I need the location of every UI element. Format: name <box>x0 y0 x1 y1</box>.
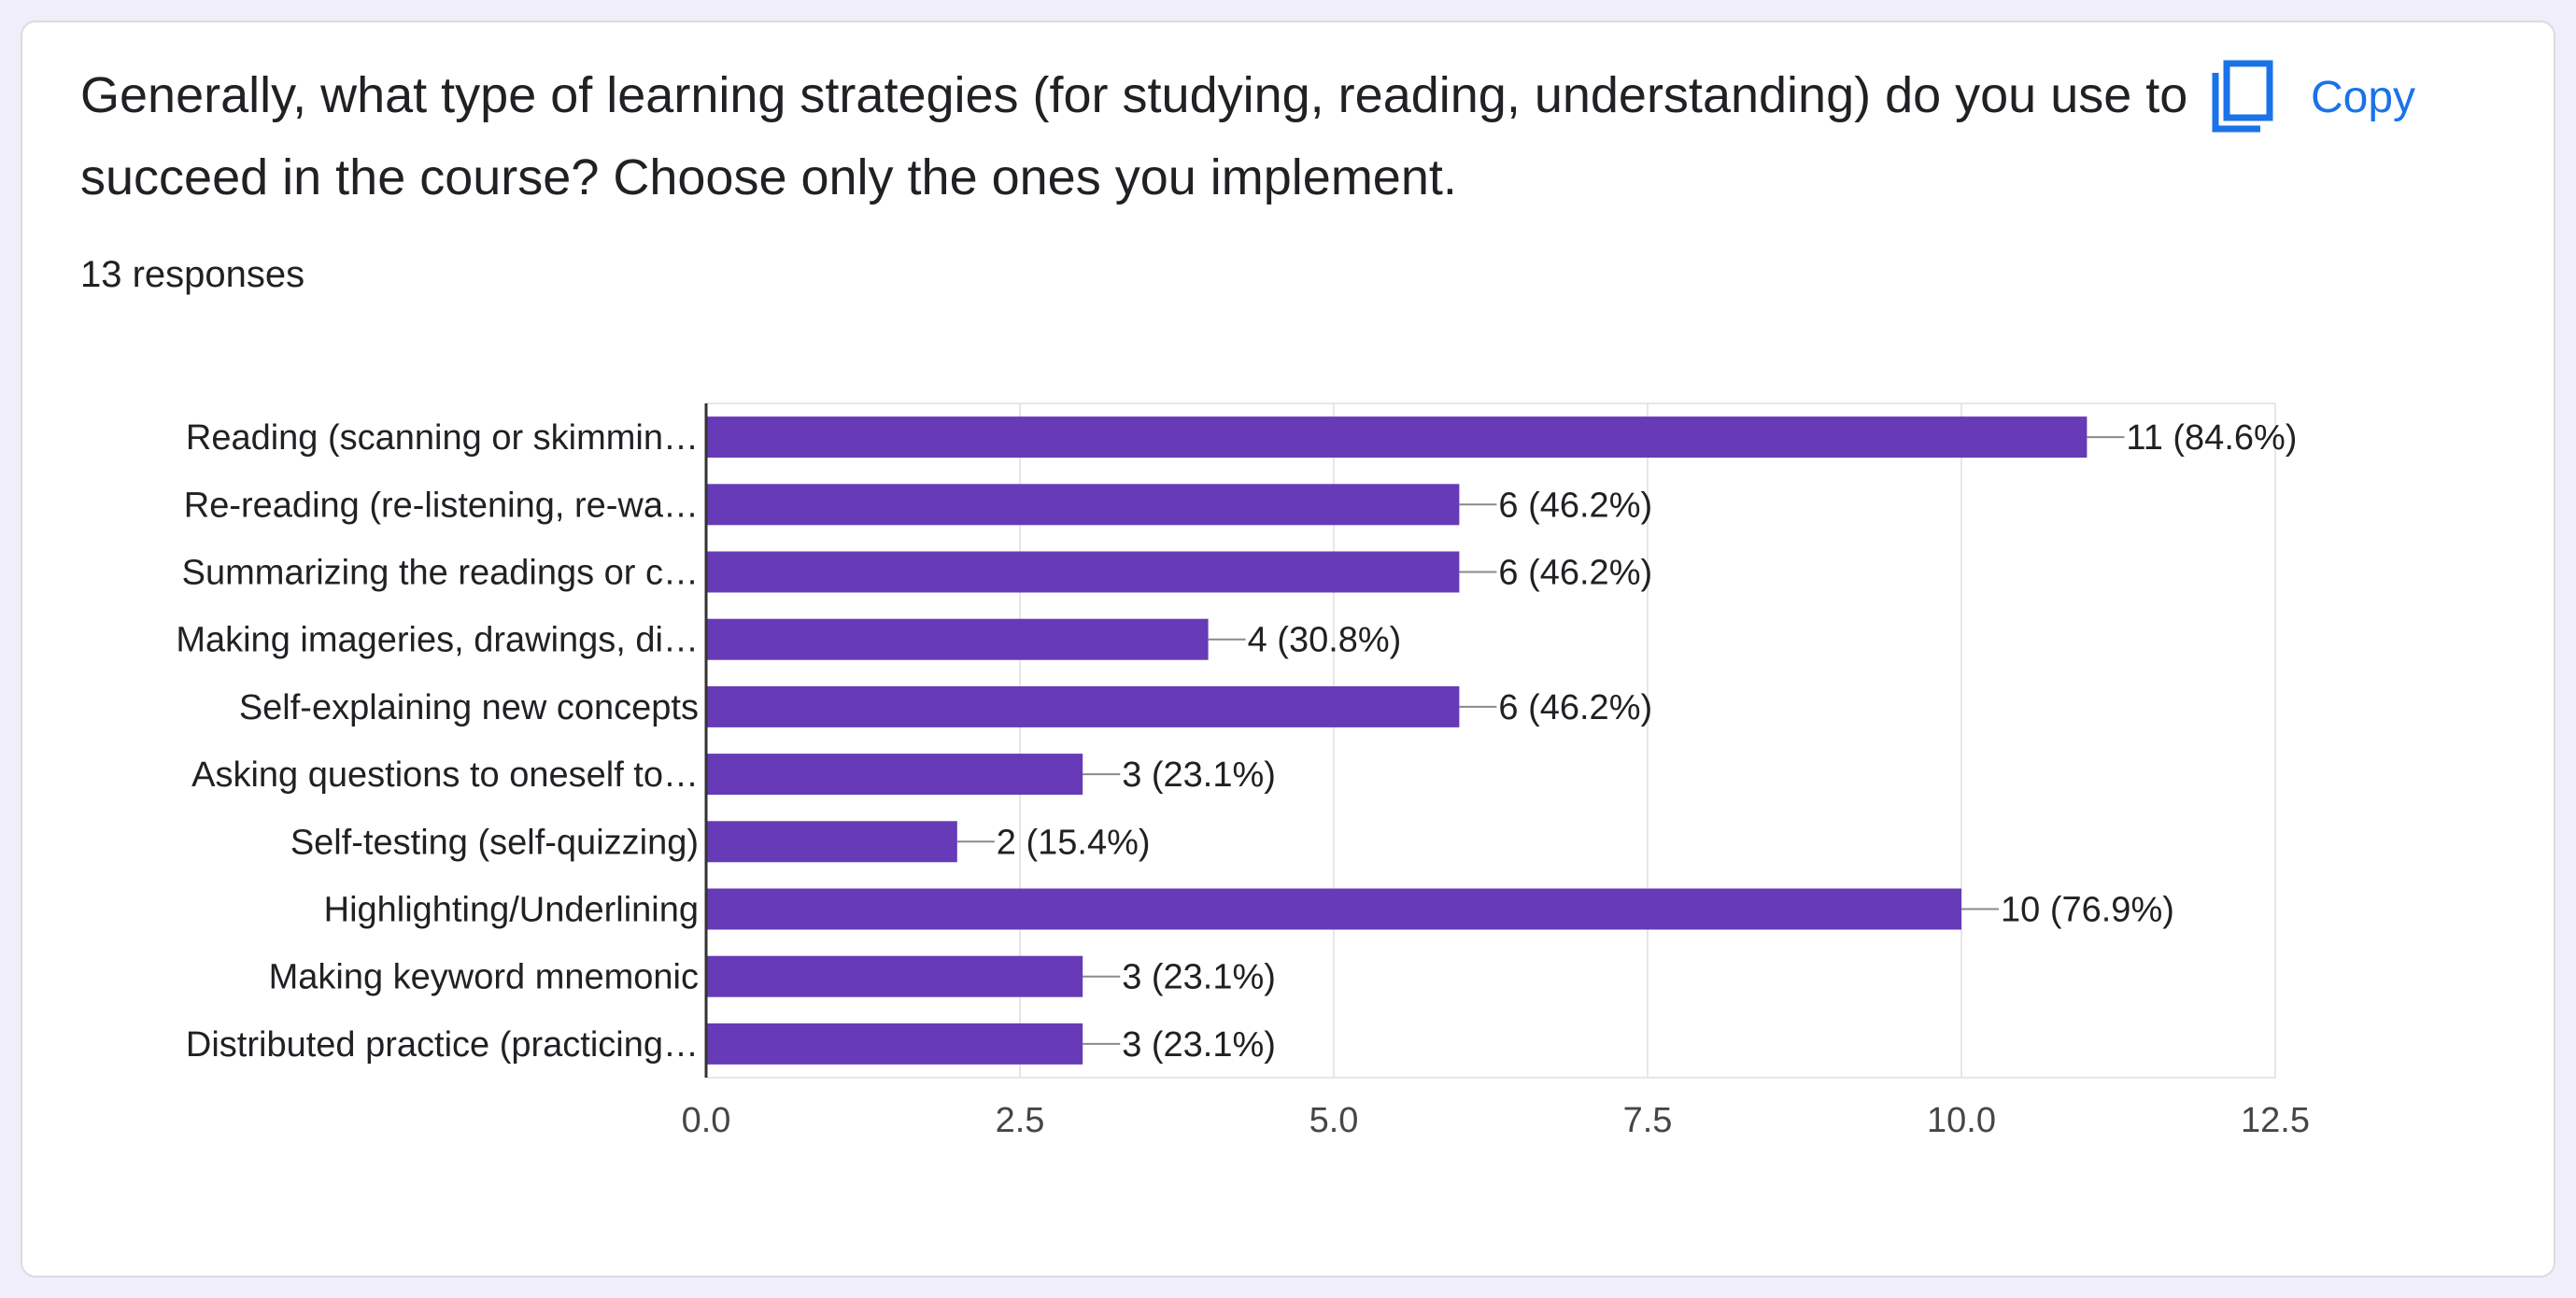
value-label: 6 (46.2%) <box>1498 688 1652 727</box>
bar <box>706 888 1961 930</box>
category-label: Self-testing (self-quizzing) <box>290 823 699 862</box>
question-title: Generally, what type of learning strateg… <box>80 67 2188 205</box>
copy-chart-button[interactable]: Copy <box>2210 60 2415 134</box>
bar <box>706 955 1083 997</box>
x-tick-label: 10.0 <box>1927 1101 1996 1140</box>
category-label: Highlighting/Underlining <box>324 891 699 930</box>
x-tick-label: 12.5 <box>2241 1101 2310 1140</box>
x-tick-label: 2.5 <box>996 1101 1045 1140</box>
bar <box>706 416 2088 459</box>
value-label: 6 (46.2%) <box>1498 486 1652 525</box>
value-label: 3 (23.1%) <box>1122 958 1276 997</box>
value-label: 11 (84.6%) <box>2126 418 2297 458</box>
value-label: 2 (15.4%) <box>997 823 1151 862</box>
category-label: Making keyword mnemonic <box>269 958 699 997</box>
bar <box>706 484 1460 526</box>
bar <box>706 551 1460 593</box>
value-label: 4 (30.8%) <box>1248 621 1402 660</box>
value-label: 10 (76.9%) <box>2001 891 2174 930</box>
category-label: Summarizing the readings or c… <box>182 554 699 593</box>
category-label: Re-reading (re-listening, re-wa… <box>184 486 699 525</box>
category-label: Asking questions to oneself to… <box>191 755 699 795</box>
category-label: Reading (scanning or skimmin… <box>186 418 699 458</box>
value-label: 3 (23.1%) <box>1122 755 1276 795</box>
x-tick-label: 5.0 <box>1309 1101 1359 1140</box>
bar <box>706 618 1209 660</box>
bar <box>706 1023 1083 1065</box>
category-label: Making imageries, drawings, di… <box>176 621 699 660</box>
category-label: Distributed practice (practicing… <box>186 1025 699 1065</box>
value-label: 3 (23.1%) <box>1122 1025 1276 1065</box>
copy-icon <box>2210 60 2277 134</box>
category-label: Self-explaining new concepts <box>239 688 699 727</box>
x-tick-label: 0.0 <box>682 1101 731 1140</box>
copy-label: Copy <box>2311 72 2416 122</box>
value-label: 6 (46.2%) <box>1498 554 1652 593</box>
question-card <box>21 21 2555 1277</box>
x-tick-label: 7.5 <box>1623 1101 1673 1140</box>
bar <box>706 821 957 863</box>
bar <box>706 754 1083 796</box>
response-count: 13 responses <box>80 254 305 295</box>
bar <box>706 685 1460 727</box>
